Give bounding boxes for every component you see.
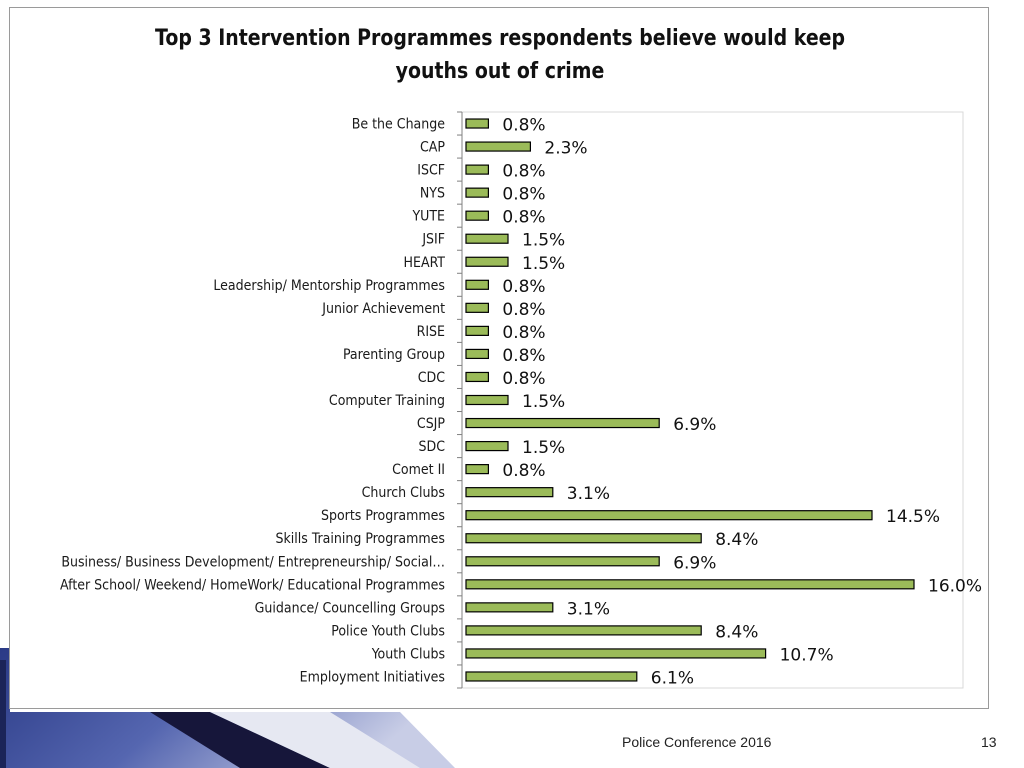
slide-number: 13 (981, 734, 997, 750)
data-label: 0.8% (502, 323, 545, 343)
bar (465, 348, 489, 360)
category-label: YUTE (411, 209, 445, 225)
bar (465, 440, 509, 452)
data-label: 2.3% (544, 139, 587, 159)
category-label: Youth Clubs (371, 646, 445, 662)
category-label: JSIF (421, 232, 445, 248)
data-label: 6.1% (651, 668, 694, 688)
data-label: 14.5% (886, 507, 940, 527)
category-label: Be the Change (352, 117, 446, 133)
chart-title-line-2: youths out of crime (395, 59, 605, 84)
bar (465, 671, 638, 682)
bar (465, 625, 702, 636)
data-label: 0.8% (502, 162, 545, 182)
bar (465, 417, 660, 429)
category-label: Church Clubs (362, 485, 445, 501)
category-label: ISCF (417, 163, 445, 179)
footer-text: Police Conference 2016 (622, 734, 772, 750)
chart-title: Top 3 Intervention Programmes respondent… (70, 22, 930, 88)
data-label: 1.5% (522, 254, 565, 274)
bar (465, 602, 554, 613)
category-label: NYS (420, 186, 445, 202)
category-label: Guidance/ Councelling Groups (255, 600, 445, 616)
data-label: 1.5% (522, 392, 565, 412)
bar (465, 648, 767, 659)
data-label: 0.8% (502, 185, 545, 205)
data-label: 3.1% (567, 599, 610, 619)
bar (465, 164, 489, 175)
bar (465, 556, 660, 567)
category-label: Computer Training (329, 393, 445, 409)
data-label: 0.8% (502, 116, 545, 136)
category-label: RISE (417, 324, 445, 340)
category-label: Comet II (392, 462, 445, 478)
bar (465, 510, 873, 521)
data-label: 10.7% (780, 645, 834, 665)
data-label: 8.4% (715, 622, 758, 642)
data-label: 0.8% (502, 369, 545, 389)
bar (465, 233, 509, 244)
category-label: After School/ Weekend/ HomeWork/ Educati… (60, 577, 445, 593)
data-label: 0.8% (502, 346, 545, 366)
data-label: 1.5% (522, 231, 565, 251)
data-label: 0.8% (502, 208, 545, 228)
data-label: 3.1% (567, 484, 610, 504)
bar (465, 187, 489, 198)
bar (465, 394, 509, 406)
bar (465, 464, 489, 475)
bar (465, 210, 489, 221)
data-label: 16.0% (928, 576, 982, 596)
category-label: HEART (404, 255, 446, 271)
data-label: 0.8% (502, 300, 545, 320)
bar (465, 256, 509, 267)
chart-title-line-1: Top 3 Intervention Programmes respondent… (154, 26, 846, 51)
decor-dark-wedge (150, 712, 330, 768)
plot-area: Be the Change 0.8% CAP 2.3% ISCF 0.8% NYS 0.8% Y… (60, 111, 982, 689)
decor-light-band (210, 712, 420, 768)
data-label: 6.9% (673, 415, 716, 435)
bar (465, 302, 489, 313)
category-label: Business/ Business Development/ Entrepre… (61, 554, 445, 570)
category-label: Employment Initiatives (300, 669, 445, 685)
data-label: 6.9% (673, 553, 716, 573)
data-label: 0.8% (502, 277, 545, 297)
chart-frame (9, 7, 989, 709)
bar (465, 141, 532, 152)
category-label: CSJP (417, 416, 446, 432)
category-label: Parenting Group (343, 347, 445, 363)
bar (465, 533, 702, 544)
data-label: 0.8% (502, 461, 545, 481)
bar (465, 579, 915, 590)
data-label: 1.5% (522, 438, 565, 458)
bar (465, 487, 554, 498)
bar (465, 279, 489, 290)
category-label: Junior Achievement (321, 301, 445, 317)
bar (465, 118, 489, 129)
decor-navy-strip (0, 660, 6, 768)
category-label: CAP (420, 140, 445, 156)
category-label: Leadership/ Mentorship Programmes (213, 278, 445, 294)
category-label: Sports Programmes (321, 508, 445, 524)
bar (465, 325, 489, 336)
category-label: SDC (419, 439, 446, 455)
category-label: Police Youth Clubs (331, 623, 445, 639)
category-label: Skills Training Programmes (275, 531, 445, 547)
bar (465, 371, 489, 383)
category-label: CDC (418, 370, 445, 386)
data-label: 8.4% (715, 530, 758, 550)
